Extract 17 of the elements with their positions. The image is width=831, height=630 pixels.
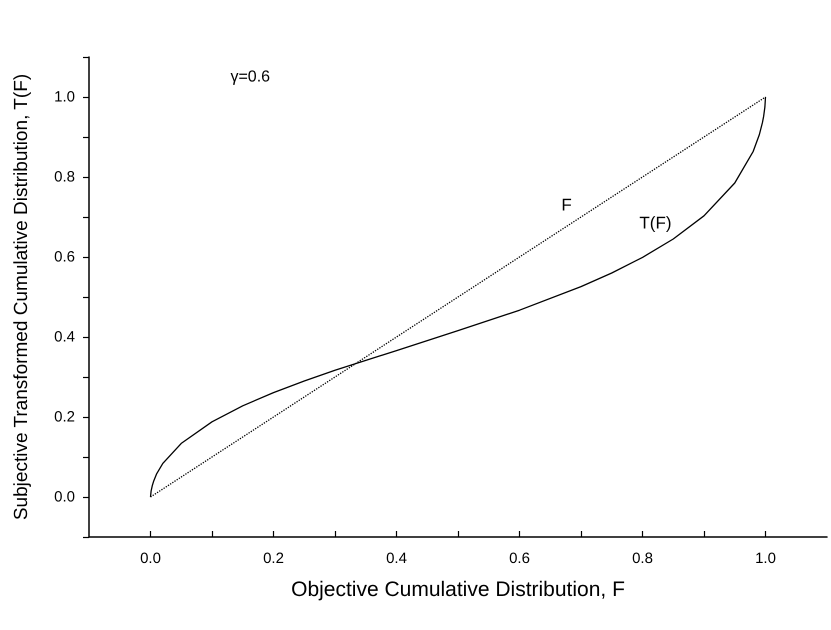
x-tick-label: 0.6 bbox=[509, 550, 530, 567]
y-tick-label: 0.6 bbox=[54, 248, 75, 266]
annotation: γ=0.6 bbox=[230, 68, 270, 86]
series-label: F bbox=[561, 196, 572, 214]
x-tick-label: 0.0 bbox=[140, 550, 161, 567]
series-label: T(F) bbox=[639, 214, 672, 232]
y-tick-label: 0.4 bbox=[54, 328, 75, 346]
y-tick-label: 0.8 bbox=[54, 168, 75, 186]
x-tick-label: 0.4 bbox=[386, 550, 407, 567]
y-tick-label: 0.2 bbox=[54, 408, 75, 426]
x-tick-label: 0.8 bbox=[632, 550, 653, 567]
x-axis-title: Objective Cumulative Distribution, F bbox=[291, 578, 625, 601]
y-tick-label: 0.0 bbox=[54, 488, 75, 506]
y-tick-label: 1.0 bbox=[54, 88, 75, 106]
x-tick-label: 0.2 bbox=[263, 550, 284, 567]
y-axis-title: Subjective Transformed Cumulative Distribution, T(F) bbox=[11, 74, 32, 520]
x-tick-label: 1.0 bbox=[755, 550, 776, 567]
